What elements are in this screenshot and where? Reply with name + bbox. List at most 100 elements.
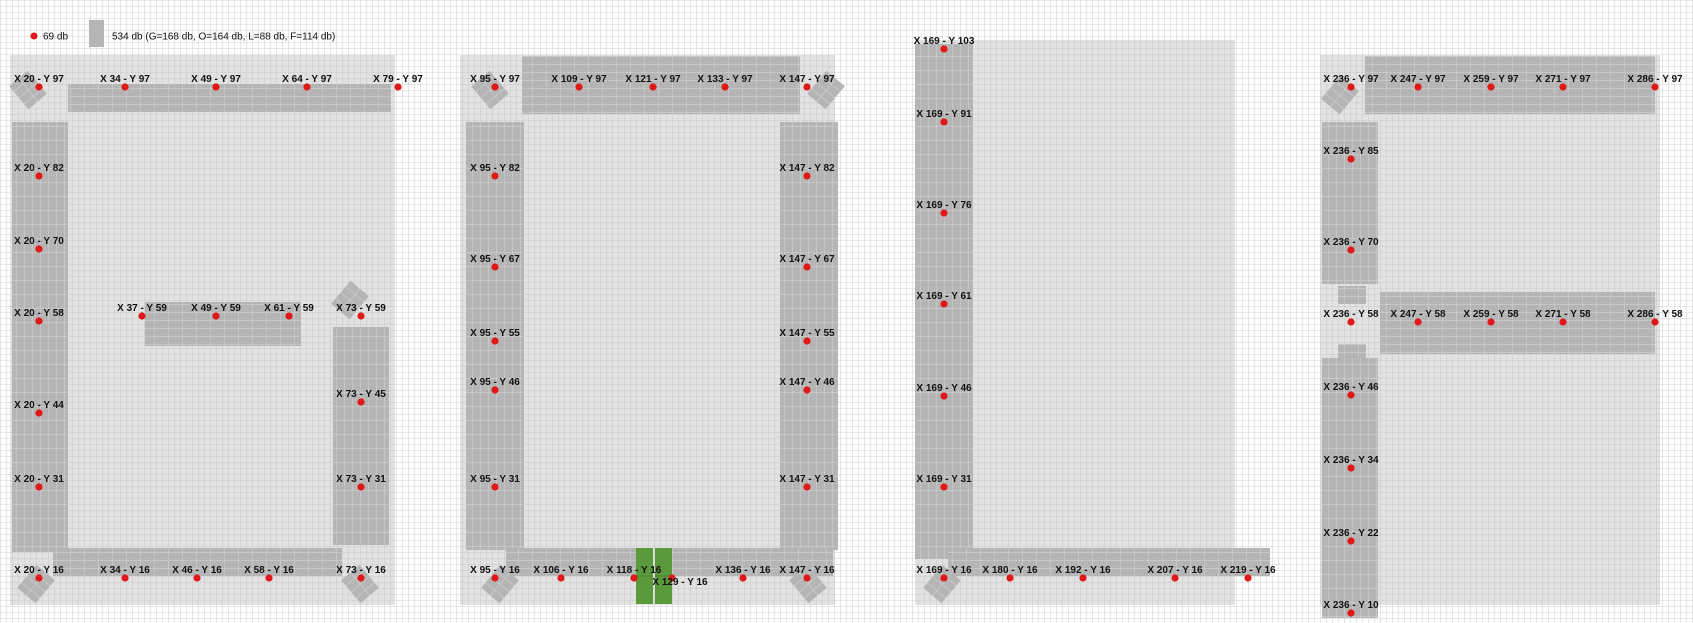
marker-point	[1347, 609, 1355, 617]
marker-label: X 286 - Y 97	[1627, 74, 1683, 85]
marker-point	[491, 263, 499, 271]
marker-point	[394, 83, 402, 91]
corner-rack	[331, 280, 369, 320]
marker-point	[940, 300, 948, 308]
marker-label: X 49 - Y 97	[191, 74, 241, 85]
marker-point	[35, 172, 43, 180]
marker-point	[303, 83, 311, 91]
marker-point	[1079, 574, 1087, 582]
marker-point	[557, 574, 565, 582]
rack-block	[948, 548, 1270, 576]
marker-label: X 46 - Y 16	[172, 565, 222, 576]
rack-block	[68, 84, 391, 112]
marker-point	[1487, 83, 1495, 91]
marker-point	[1651, 83, 1659, 91]
marker-label: X 259 - Y 97	[1463, 74, 1519, 85]
marker-label: X 129 - Y 16	[652, 577, 708, 588]
marker-label: X 192 - Y 16	[1055, 565, 1111, 576]
legend-block-icon	[89, 20, 104, 47]
marker-point	[649, 83, 657, 91]
marker-label: X 236 - Y 97	[1323, 74, 1379, 85]
marker-label: X 147 - Y 55	[779, 328, 835, 339]
marker-point	[940, 483, 948, 491]
marker-labels: X 20 - Y 97 X 34 - Y 97 X 49 - Y 97 X 64 - …	[14, 36, 1683, 611]
marker-point	[35, 245, 43, 253]
marker-point	[721, 83, 729, 91]
marker-point	[803, 263, 811, 271]
marker-label: X 136 - Y 16	[715, 565, 771, 576]
marker-label: X 20 - Y 97	[14, 74, 64, 85]
marker-label: X 247 - Y 58	[1390, 309, 1446, 320]
marker-label: X 236 - Y 34	[1323, 455, 1379, 466]
marker-label: X 147 - Y 31	[779, 474, 835, 485]
marker-point	[940, 574, 948, 582]
marker-label: X 180 - Y 16	[982, 565, 1038, 576]
rack-block	[780, 122, 838, 550]
marker-point	[1559, 318, 1567, 326]
rack-block	[522, 56, 800, 114]
marker-point	[35, 317, 43, 325]
marker-point	[357, 483, 365, 491]
rack-block	[1365, 56, 1655, 114]
marker-label: X 147 - Y 16	[779, 565, 835, 576]
marker-label: X 109 - Y 97	[551, 74, 607, 85]
marker-label: X 207 - Y 16	[1147, 565, 1203, 576]
rack-block	[1322, 122, 1378, 284]
rack-block	[506, 548, 636, 576]
corner-rack-body	[471, 70, 509, 110]
marker-point	[940, 45, 948, 53]
marker-point	[1244, 574, 1252, 582]
marker-label: X 169 - Y 91	[916, 109, 972, 120]
marker-point	[1347, 155, 1355, 163]
marker-label: X 37 - Y 59	[117, 303, 167, 314]
marker-label: X 118 - Y 16	[607, 565, 662, 576]
legend-point-count: 69 db	[43, 32, 68, 43]
marker-point	[121, 83, 129, 91]
corner-rack-body	[923, 564, 961, 604]
marker-point	[940, 118, 948, 126]
marker-point	[1006, 574, 1014, 582]
marker-point	[121, 574, 129, 582]
marker-point	[803, 574, 811, 582]
marker-point	[1347, 318, 1355, 326]
marker-point	[1347, 464, 1355, 472]
marker-label: X 259 - Y 58	[1463, 309, 1519, 320]
marker-point	[35, 483, 43, 491]
marker-label: X 95 - Y 16	[470, 565, 520, 576]
marker-label: X 95 - Y 31	[470, 474, 520, 485]
marker-point	[1487, 318, 1495, 326]
corner-rack-body	[9, 70, 47, 110]
marker-label: X 169 - Y 31	[916, 474, 972, 485]
rack-block	[1338, 286, 1366, 304]
marker-point	[491, 83, 499, 91]
marker-point	[357, 574, 365, 582]
marker-label: X 133 - Y 97	[697, 74, 753, 85]
marker-point	[668, 574, 676, 582]
marker-point	[940, 209, 948, 217]
marker-label: X 79 - Y 97	[373, 74, 423, 85]
marker-point	[491, 337, 499, 345]
marker-points	[35, 45, 1659, 617]
marker-label: X 73 - Y 16	[336, 565, 386, 576]
corner-rack-body	[331, 280, 369, 320]
legend-point-icon	[30, 32, 38, 40]
corner-rack	[923, 564, 961, 604]
marker-label: X 34 - Y 97	[100, 74, 150, 85]
marker-label: X 73 - Y 59	[336, 303, 386, 314]
marker-label: X 95 - Y 55	[470, 328, 520, 339]
marker-point	[265, 574, 273, 582]
marker-point	[1414, 83, 1422, 91]
corner-rack	[789, 564, 827, 604]
marker-label: X 20 - Y 44	[14, 400, 64, 411]
marker-point	[35, 83, 43, 91]
marker-label: X 106 - Y 16	[533, 565, 589, 576]
marker-point	[803, 172, 811, 180]
corner-rack-body	[789, 564, 827, 604]
rack-block	[318, 548, 342, 576]
marker-point	[491, 574, 499, 582]
marker-point	[630, 574, 638, 582]
marker-point	[1347, 246, 1355, 254]
rack-blocks	[9, 44, 1655, 618]
